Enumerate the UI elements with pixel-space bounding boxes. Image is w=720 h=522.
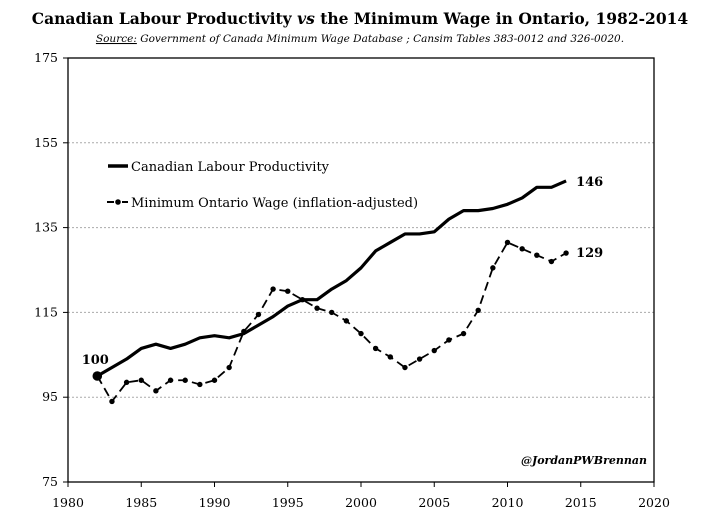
source-label: Source:	[96, 33, 137, 45]
chart-title-part-a: Canadian Labour Productivity	[32, 9, 297, 28]
wage-point-1987	[167, 377, 174, 383]
gridlines	[68, 142, 654, 398]
wage-point-1983	[109, 398, 115, 405]
legend: Canadian Labour Productivity Minimum Ont…	[107, 160, 418, 211]
wage-point-1998	[329, 309, 335, 316]
x-tick-label-2010: 2010	[492, 495, 524, 510]
y-tick-label-95: 95	[42, 389, 58, 404]
x-tick-label-2005: 2005	[418, 495, 450, 510]
y-tick-label-75: 75	[42, 474, 58, 489]
wage-point-2004	[416, 356, 423, 362]
start-point-marker	[92, 371, 103, 381]
chart-title: Canadian Labour Productivity vs the Mini…	[32, 9, 689, 28]
wage-end-label: 129	[576, 246, 603, 261]
x-tick-label-1995: 1995	[272, 495, 304, 510]
y-tick-label-115: 115	[34, 304, 58, 319]
wage-point-1997	[314, 305, 320, 311]
start-value-label: 100	[82, 353, 109, 368]
wage-point-2007	[460, 330, 467, 337]
legend-label-productivity: Canadian Labour Productivity	[131, 160, 330, 175]
wage-point-1986	[153, 388, 159, 394]
chart-subtitle: Source: Government of Canada Minimum Wag…	[96, 33, 624, 45]
wage-point-1994	[270, 286, 276, 292]
wage-point-2011	[519, 246, 525, 252]
x-tick-label-1990: 1990	[199, 495, 231, 510]
x-tick-label-2015: 2015	[565, 495, 597, 510]
y-tick-label-155: 155	[34, 135, 58, 150]
wage-point-2005	[431, 347, 437, 354]
plot-frame	[67, 57, 655, 483]
wage-point-2013	[548, 258, 555, 265]
wage-point-2012	[534, 252, 540, 258]
wage-point-1988	[182, 377, 188, 383]
series-wage-line	[96, 241, 567, 404]
wage-point-1992	[241, 328, 247, 335]
wage-point-1993	[255, 311, 262, 318]
series-productivity-line	[96, 179, 567, 378]
wage-point-2001	[372, 345, 379, 352]
wage-point-1995	[285, 288, 291, 294]
wage-point-2006	[446, 337, 452, 343]
source-text: Government of Canada Minimum Wage Databa…	[137, 33, 624, 45]
axes: 1980 1985 1990 1995 2000 2005 2010 2015 2020 75 95…	[34, 50, 670, 510]
legend-swatch-wage-marker	[115, 199, 121, 205]
wage-point-2002	[387, 354, 393, 360]
wage-point-1999	[343, 318, 350, 324]
wage-point-1990	[211, 377, 218, 383]
x-tick-label-1980: 1980	[52, 495, 84, 510]
x-tick-label-2000: 2000	[345, 495, 377, 510]
y-tick-label-135: 135	[34, 220, 58, 235]
wage-point-1985	[138, 377, 144, 383]
wage-point-1991	[226, 364, 232, 371]
labels-layer: 100 146 129	[82, 175, 604, 368]
x-tick-label-2020: 2020	[638, 495, 670, 510]
productivity-end-label: 146	[576, 175, 603, 190]
chart-title-part-b: the Minimum Wage in Ontario, 1982-2014	[315, 9, 689, 28]
legend-label-wage: Minimum Ontario Wage (inflation-adjusted…	[131, 196, 418, 211]
wage-point-1989	[197, 381, 203, 388]
wage-point-2010	[504, 239, 511, 246]
credit-label: @JordanPWBrennan	[521, 454, 647, 467]
wage-point-1996	[299, 296, 306, 303]
series-layer	[92, 179, 569, 405]
wage-point-1984	[123, 379, 130, 386]
wage-point-2008	[475, 307, 481, 313]
chart-title-vs: vs	[297, 9, 315, 28]
x-tick-label-1985: 1985	[125, 495, 157, 510]
wage-point-2000	[358, 330, 364, 337]
wage-point-2009	[490, 265, 496, 271]
wage-point-2003	[402, 364, 408, 371]
wage-point-2014	[563, 250, 569, 256]
y-tick-label-175: 175	[34, 50, 58, 65]
